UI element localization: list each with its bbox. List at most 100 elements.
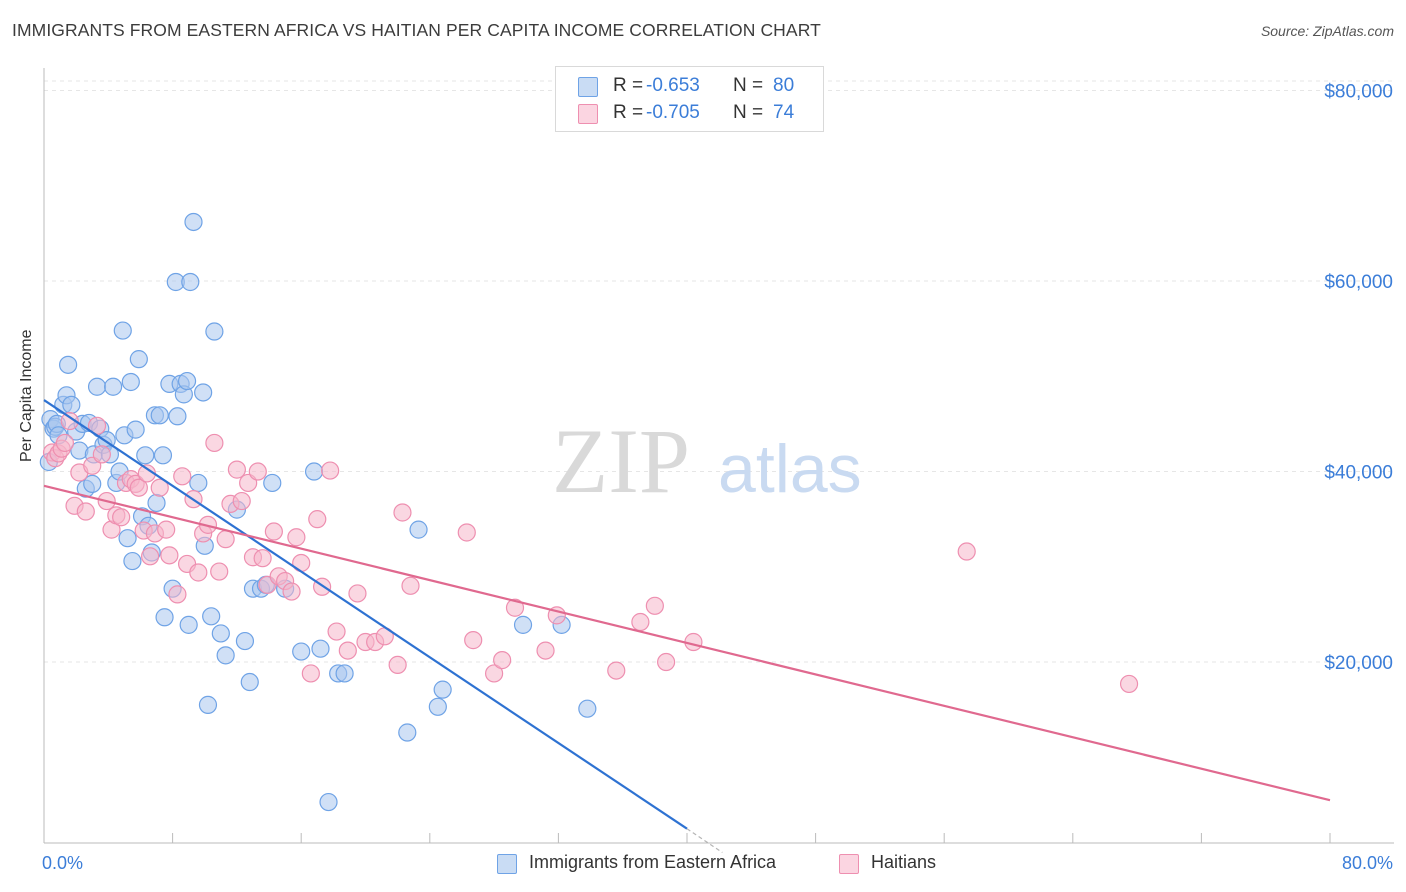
- data-point: [83, 474, 102, 494]
- data-point: [205, 322, 224, 341]
- series-haitians: [42, 411, 1139, 694]
- data-point: [253, 549, 272, 568]
- data-point: [129, 478, 148, 497]
- legend-r-label: R =: [613, 102, 644, 123]
- data-point: [232, 491, 251, 511]
- y-tick-labels: $20,000 $40,000 $60,000 $80,000: [1324, 82, 1393, 675]
- data-point: [631, 612, 650, 632]
- correlation-legend: R = -0.653 N = 80 R = -0.705 N = 74: [555, 66, 824, 132]
- chart-title: IMMIGRANTS FROM EASTERN AFRICA VS HAITIA…: [12, 20, 821, 40]
- data-point: [202, 607, 221, 626]
- source-label: Source: ZipAtlas.com: [1260, 23, 1394, 39]
- data-point: [428, 697, 447, 716]
- data-point: [264, 522, 283, 541]
- data-point: [153, 446, 173, 465]
- data-point: [607, 661, 626, 680]
- data-point: [168, 407, 187, 426]
- data-point: [409, 520, 428, 539]
- grid-lines: [44, 80, 1394, 663]
- legend-n-label: N =: [733, 75, 764, 96]
- data-point: [181, 272, 200, 292]
- data-point: [227, 460, 246, 479]
- data-point: [319, 792, 338, 812]
- data-point: [76, 502, 95, 521]
- x-tick-label: 0.0%: [42, 853, 83, 873]
- data-point: [433, 680, 452, 699]
- bottom-legend-label: Haitians: [871, 852, 937, 872]
- data-point: [184, 212, 203, 232]
- data-point: [179, 615, 198, 634]
- data-point: [1119, 674, 1139, 694]
- legend-n-value: 74: [773, 102, 795, 123]
- data-point: [136, 446, 155, 465]
- data-point: [168, 585, 187, 604]
- data-point: [287, 528, 306, 547]
- watermark-zip: ZIP: [552, 410, 690, 512]
- data-point: [173, 467, 192, 486]
- data-point: [493, 651, 512, 670]
- legend-r-value: -0.705: [646, 102, 700, 123]
- data-point: [308, 510, 327, 529]
- legend-swatch-haitians: [578, 104, 598, 124]
- data-point: [216, 646, 235, 665]
- data-point: [150, 478, 169, 497]
- trend-line-haitians: [43, 484, 1331, 802]
- data-point: [235, 631, 255, 651]
- trend-lines: [43, 399, 1331, 854]
- data-point: [292, 553, 311, 573]
- data-point: [327, 622, 346, 641]
- data-point: [401, 576, 420, 595]
- data-point: [216, 530, 235, 549]
- data-point: [536, 641, 555, 660]
- data-point: [393, 503, 412, 522]
- data-point: [189, 563, 208, 582]
- data-point: [210, 562, 229, 581]
- data-point: [194, 383, 213, 402]
- x-tick-label: 80.0%: [1342, 853, 1393, 873]
- data-point: [60, 411, 79, 431]
- data-point: [140, 547, 160, 566]
- data-point: [304, 462, 324, 481]
- data-point: [321, 461, 340, 480]
- data-point: [398, 723, 417, 742]
- data-point: [87, 377, 107, 396]
- data-point: [292, 642, 311, 661]
- data-point: [957, 542, 976, 561]
- data-point: [59, 355, 78, 374]
- bottom-legend-swatch-eastern-africa: [497, 854, 517, 874]
- data-point: [338, 641, 357, 660]
- data-point: [113, 321, 132, 340]
- data-point: [485, 664, 504, 683]
- data-point: [129, 350, 148, 369]
- data-point: [248, 462, 267, 481]
- data-point: [189, 473, 208, 493]
- legend-n-value: 80: [773, 75, 795, 96]
- data-point: [457, 523, 476, 542]
- legend-n-label: N =: [733, 102, 764, 123]
- data-point: [155, 608, 174, 627]
- data-point: [301, 664, 320, 683]
- data-point: [92, 445, 111, 464]
- data-point: [263, 473, 282, 493]
- data-point: [157, 520, 176, 539]
- data-point: [62, 395, 81, 414]
- data-point: [150, 406, 169, 425]
- data-point: [118, 529, 137, 548]
- data-point: [578, 699, 597, 718]
- legend-r-value: -0.653: [646, 75, 700, 96]
- y-tick-label: $80,000: [1324, 82, 1393, 103]
- data-point: [205, 433, 224, 453]
- data-point: [160, 546, 179, 565]
- y-tick-label: $20,000: [1324, 653, 1393, 674]
- data-point: [147, 493, 166, 513]
- y-axis-label: Per Capita Income: [18, 329, 35, 462]
- data-point: [121, 372, 140, 392]
- watermark: ZIP atlas: [552, 410, 862, 512]
- data-point: [388, 655, 407, 674]
- data-point: [123, 551, 142, 571]
- data-point: [513, 615, 533, 634]
- watermark-atlas: atlas: [718, 431, 862, 507]
- data-point: [240, 672, 259, 692]
- data-point: [348, 584, 367, 603]
